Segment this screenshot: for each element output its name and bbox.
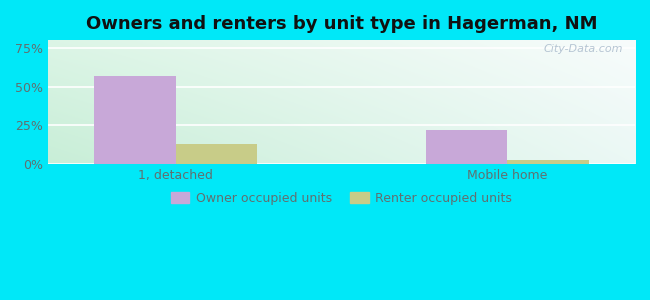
Bar [426, 130, 508, 164]
Bar [508, 160, 589, 164]
Text: City-Data.com: City-Data.com [544, 44, 623, 54]
Bar [94, 76, 176, 164]
Bar [176, 144, 257, 164]
Legend: Owner occupied units, Renter occupied units: Owner occupied units, Renter occupied un… [166, 187, 517, 210]
Title: Owners and renters by unit type in Hagerman, NM: Owners and renters by unit type in Hager… [86, 15, 597, 33]
